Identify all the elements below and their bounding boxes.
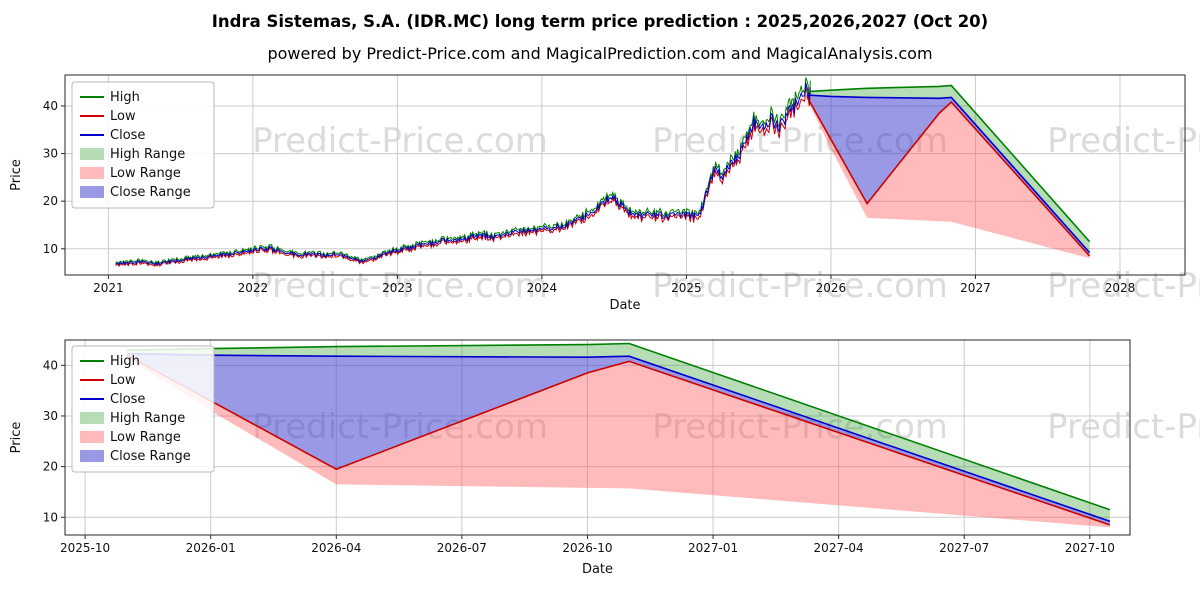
bottom-chart: 2025-10 2026-01 2026-04 2026-07 2026-10 2027-… [9, 339, 1131, 577]
low-range-legend-swatch [80, 431, 104, 443]
y-axis-label: Price [9, 159, 24, 191]
watermark-text: Predict-Price.com [652, 266, 948, 306]
x-tick-label: 2026 [816, 281, 847, 295]
x-tick-label: 2025-10 [60, 541, 110, 555]
legend-label: High [110, 354, 140, 369]
x-tick-label: 2027-10 [1065, 541, 1115, 555]
x-tick-label: 2021 [93, 281, 124, 295]
x-tick-label: 2026-04 [311, 541, 361, 555]
legend-label: Close [110, 392, 145, 407]
plot-area [126, 342, 1111, 528]
close-range-band [806, 95, 1090, 256]
low-range-legend-swatch [80, 167, 104, 179]
watermark-text: Predict-Price.com [252, 121, 548, 161]
prediction-low-line [806, 96, 1091, 257]
prediction-high-line [806, 84, 1091, 243]
page-title: Indra Sistemas, S.A. (IDR.MC) long term … [211, 12, 989, 31]
legend-label: Low Range [110, 166, 181, 181]
x-tick-label: 2023 [382, 281, 413, 295]
y-tick-label: 30 [43, 409, 58, 423]
history-close-line [115, 82, 811, 266]
axes-spines [64, 339, 1131, 536]
y-tick-label: 30 [43, 147, 58, 161]
legend-label: Low [110, 373, 136, 388]
low-range-band [126, 355, 1110, 528]
high-range-legend-swatch [80, 412, 104, 424]
close-range-legend-swatch [80, 450, 104, 462]
y-tick-label: 40 [43, 99, 58, 113]
x-tick-label: 2024 [527, 281, 558, 295]
y-tick-label: 20 [43, 194, 58, 208]
legend-label: Close Range [110, 185, 191, 200]
x-tick-label: 2027-04 [814, 541, 864, 555]
y-tick-label: 10 [43, 242, 58, 256]
high-range-legend-swatch [80, 148, 104, 160]
watermark-text: Predict-Price.com [252, 266, 548, 306]
y-tick-label: 20 [43, 460, 58, 474]
legend-label: Close Range [110, 449, 191, 464]
legend-box [71, 81, 215, 209]
close-range-band [126, 353, 1110, 525]
axes-spines [64, 74, 1186, 276]
x-axis-label: Date [582, 562, 613, 577]
low-range-band [806, 96, 1090, 259]
x-axis-label: Date [609, 298, 640, 313]
legend-label: High Range [110, 411, 185, 426]
watermark-text: Predict-Price.com [1047, 407, 1200, 447]
x-tick-label: 2026-10 [562, 541, 612, 555]
watermark-text: Predict-Price.com [1047, 121, 1200, 161]
legend-label: Close [110, 128, 145, 143]
plot-area [115, 77, 1091, 268]
x-tick-label: 2027-07 [939, 541, 989, 555]
watermark-text: Predict-Price.com [652, 407, 948, 447]
y-axis-label: Price [9, 422, 24, 454]
y-tick-label: 10 [43, 510, 58, 524]
close-range-legend-swatch [80, 186, 104, 198]
x-tick-label: 2027 [960, 281, 991, 295]
y-tick-label: 40 [43, 358, 58, 372]
prediction-close-line [806, 94, 1091, 254]
x-tick-label: 2026-01 [186, 541, 236, 555]
legend-label: Low Range [110, 430, 181, 445]
watermark-text: Predict-Price.com [1047, 266, 1200, 306]
x-tick-label: 2026-07 [437, 541, 487, 555]
top-chart: 2021 2022 2023 2024 2025 2026 2027 2028 10 20 30 40… [9, 74, 1186, 313]
history-high-line [115, 77, 811, 265]
x-tick-label: 2027-01 [688, 541, 738, 555]
legend-label: High [110, 90, 140, 105]
x-tick-label: 2028 [1105, 281, 1136, 295]
legend-box [71, 345, 215, 473]
x-tick-label: 2025 [671, 281, 702, 295]
x-tick-label: 2022 [238, 281, 269, 295]
legend-label: Low [110, 109, 136, 124]
legend-label: High Range [110, 147, 185, 162]
page-subtitle: powered by Predict-Price.com and Magical… [267, 44, 933, 63]
